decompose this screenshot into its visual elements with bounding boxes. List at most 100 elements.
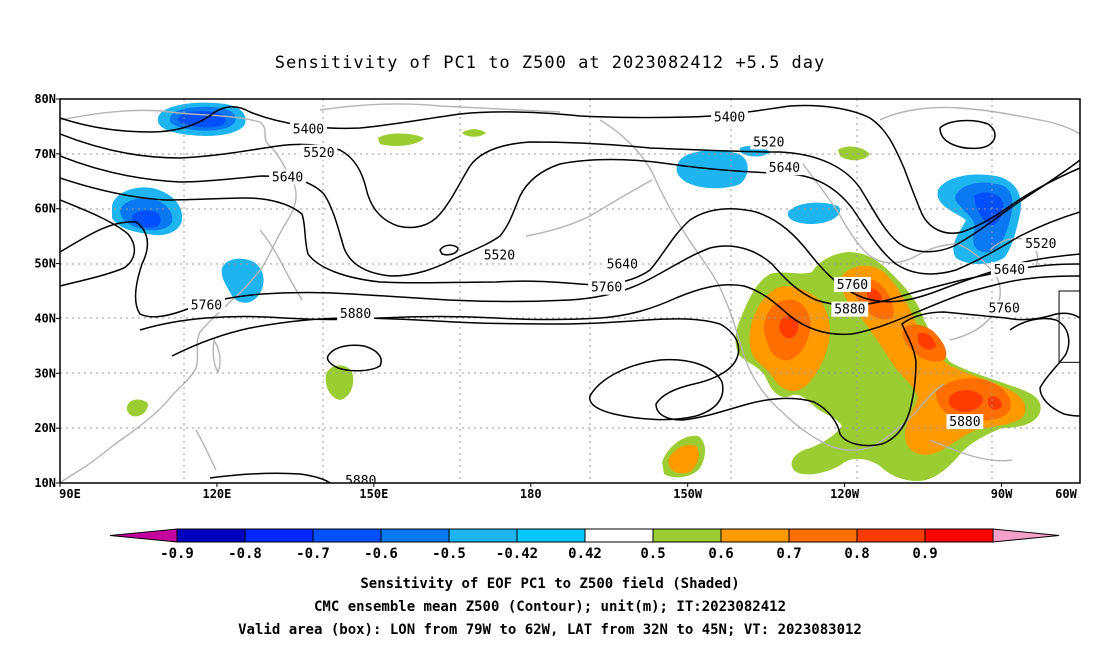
contour-label: 5640 bbox=[769, 161, 800, 176]
lon-tick-label: 120E bbox=[202, 487, 231, 501]
z500-contour bbox=[60, 199, 136, 287]
z500-contour bbox=[60, 104, 1080, 234]
contour-label: 5760 bbox=[837, 278, 868, 293]
coastline bbox=[319, 103, 561, 113]
contour-label-bg bbox=[990, 262, 1028, 278]
positive-sensitivity-area bbox=[325, 365, 354, 400]
contour-label: 5520 bbox=[1025, 237, 1056, 252]
lat-tick-label: 80N bbox=[34, 92, 56, 106]
contour-label-bg bbox=[300, 144, 338, 160]
positive-sensitivity-area bbox=[126, 399, 148, 417]
contour-label: 5640 bbox=[994, 263, 1025, 278]
map-title: Sensitivity of PC1 to Z500 at 2023082412… bbox=[275, 53, 826, 73]
colorbar-label: 0.9 bbox=[912, 546, 937, 562]
z500-contour bbox=[209, 472, 331, 483]
footer-line-3: Valid area (box): LON from 79W to 62W, L… bbox=[238, 622, 862, 638]
lon-tick-label: 90W bbox=[991, 487, 1013, 501]
colorbar-swatch bbox=[924, 528, 994, 543]
contour-label: 5640 bbox=[607, 258, 638, 273]
colorbar-swatch bbox=[312, 528, 382, 543]
valid-area-box bbox=[1058, 290, 1080, 363]
contour-label-bg bbox=[834, 276, 871, 292]
positive-sensitivity-mid bbox=[668, 444, 699, 474]
colorbar: -0.9 -0.8 -0.7 -0.6 -0.5 -0.42 0.42 0.5 0.6 0.7 0.… bbox=[109, 528, 1060, 562]
contour-label-bg bbox=[985, 300, 1023, 316]
lon-tick-label: 150E bbox=[359, 487, 388, 501]
positive-sensitivity-peak bbox=[918, 332, 936, 350]
contour-label-bg bbox=[946, 414, 984, 430]
map-frame bbox=[59, 98, 1081, 484]
lat-tick-label: 60N bbox=[34, 202, 56, 216]
lat-tick-label: 20N bbox=[34, 421, 56, 435]
contour-label: 5760 bbox=[591, 281, 622, 296]
lat-tick-label: 70N bbox=[34, 147, 56, 161]
negative-sensitivity-area bbox=[221, 258, 264, 303]
contour-label-bg bbox=[269, 169, 306, 185]
negative-sensitivity-core bbox=[132, 210, 161, 228]
z500-contour bbox=[1009, 317, 1080, 417]
coastline bbox=[525, 179, 653, 237]
contour-label-bg bbox=[290, 121, 327, 137]
contour-label: 5400 bbox=[714, 111, 745, 126]
z500-contour bbox=[439, 244, 459, 256]
lon-tick-label: 120W bbox=[830, 487, 860, 501]
contour-label: 5520 bbox=[753, 135, 784, 150]
colorbar-label: 0.5 bbox=[640, 546, 665, 562]
contour-label: 5520 bbox=[303, 146, 334, 161]
contour-label: 5880 bbox=[834, 303, 865, 318]
colorbar-swatch bbox=[856, 528, 926, 543]
lon-tick-label: 90E bbox=[59, 487, 81, 501]
positive-sensitivity-area bbox=[838, 146, 870, 161]
contour-label: 5400 bbox=[293, 123, 324, 138]
coastline bbox=[873, 383, 945, 447]
footer-line-1: Sensitivity of EOF PC1 to Z500 field (Sh… bbox=[360, 576, 739, 592]
colorbar-label: -0.5 bbox=[432, 546, 466, 562]
contour-label-bg bbox=[766, 160, 803, 176]
colorbar-swatch bbox=[448, 528, 518, 543]
contour-label-bg bbox=[480, 247, 518, 263]
negative-sensitivity-area bbox=[787, 202, 841, 224]
colorbar-label: 0.42 bbox=[568, 546, 602, 562]
contour-label-bg bbox=[1022, 235, 1060, 251]
positive-sensitivity-area bbox=[462, 129, 486, 137]
coastline bbox=[195, 429, 217, 471]
positive-sensitivity-peak bbox=[948, 390, 983, 412]
z500-contour bbox=[326, 344, 382, 372]
coastline bbox=[929, 439, 1013, 462]
colorbar-max-extension bbox=[992, 528, 1060, 543]
colorbar-label: 0.7 bbox=[776, 546, 801, 562]
lat-tick-label: 50N bbox=[34, 257, 56, 271]
contour-label-bg bbox=[831, 301, 869, 317]
contour-label-bg bbox=[337, 306, 374, 322]
z500-contour bbox=[60, 133, 1080, 253]
contour-label-bg bbox=[188, 297, 225, 313]
colorbar-swatch bbox=[516, 528, 586, 543]
footer-line-2: CMC ensemble mean Z500 (Contour); unit(m… bbox=[314, 599, 786, 615]
colorbar-label: -0.7 bbox=[296, 546, 330, 562]
contour-labels: 5400552056405760588058805520564057605400… bbox=[188, 109, 1060, 483]
contour-label: 5880 bbox=[340, 307, 371, 322]
colorbar-label: -0.6 bbox=[364, 546, 398, 562]
z500-contour bbox=[60, 221, 1080, 318]
z500-contour bbox=[589, 358, 724, 421]
contour-label: 5640 bbox=[272, 170, 303, 185]
contour-label-bg bbox=[342, 472, 380, 483]
colorbar-swatch bbox=[720, 528, 790, 543]
colorbar-swatch bbox=[788, 528, 858, 543]
lon-tick-label: 150W bbox=[673, 487, 703, 501]
coastline bbox=[60, 109, 297, 483]
lat-tick-label: 40N bbox=[34, 311, 56, 325]
positive-sensitivity-area bbox=[378, 133, 424, 146]
colorbar-swatch bbox=[380, 528, 450, 543]
contour-label-bg bbox=[750, 134, 788, 150]
colorbar-swatch bbox=[652, 528, 722, 543]
colorbar-label: -0.42 bbox=[496, 546, 538, 562]
contour-label: 5880 bbox=[949, 415, 980, 430]
coastline bbox=[879, 106, 1080, 135]
lon-tick-label: 180 bbox=[520, 487, 542, 501]
contour-label: 5760 bbox=[988, 302, 1019, 317]
colorbar-label: -0.8 bbox=[228, 546, 262, 562]
colorbar-swatch bbox=[584, 528, 654, 543]
contour-label-bg bbox=[588, 279, 626, 295]
colorbar-label: 0.6 bbox=[708, 546, 733, 562]
